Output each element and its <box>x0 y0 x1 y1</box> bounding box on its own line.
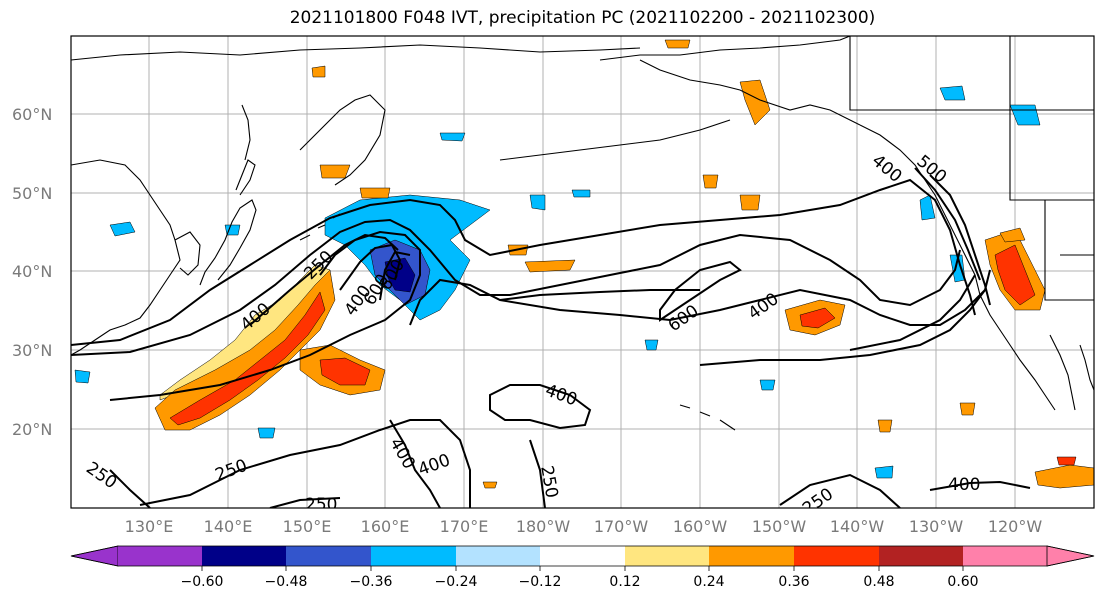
colorbar-tick-label: −0.24 <box>435 574 478 590</box>
colorbar-tick-label: −0.48 <box>265 574 308 590</box>
colorbar-segment <box>1046 545 1095 567</box>
colorbar-segment <box>456 546 540 566</box>
colorbar-segment <box>963 546 1047 566</box>
contour-label: 250 <box>305 495 337 515</box>
lon-label: 140°W <box>830 517 885 536</box>
lat-label: 40°N <box>12 262 52 281</box>
lon-label: 160°E <box>361 517 410 536</box>
colorbar-tick-label: −0.60 <box>181 574 224 590</box>
precipitation-negative <box>74 85 1041 479</box>
colorbar-segment <box>70 545 119 567</box>
colorbar-tick-label: 0.12 <box>609 574 640 590</box>
colorbar-tick-label: −0.12 <box>519 574 562 590</box>
latitude-labels: 60°N 50°N 40°N 30°N 20°N <box>12 105 52 439</box>
map-frame <box>70 35 1095 509</box>
colorbar-tick-label: −0.36 <box>350 574 393 590</box>
coastlines <box>71 36 1094 431</box>
colorbar-segment <box>879 546 963 566</box>
lon-label: 180°W <box>516 517 571 536</box>
lon-label: 170°E <box>440 517 489 536</box>
colorbar-segment <box>118 546 202 566</box>
colorbar: −0.60 −0.48 −0.36 −0.24 −0.12 0.12 0.24 … <box>70 545 1095 590</box>
map-title: 2021101800 F048 IVT, precipitation PC (2… <box>289 8 876 28</box>
lat-label: 60°N <box>12 105 52 124</box>
lat-label: 20°N <box>12 420 52 439</box>
lon-label: 130°E <box>125 517 174 536</box>
longitude-labels: 130°E 140°E 150°E 160°E 170°E 180°W 170°… <box>125 517 1043 536</box>
lon-label: 160°W <box>673 517 728 536</box>
lat-label: 30°N <box>12 341 52 360</box>
lon-label: 130°W <box>909 517 964 536</box>
lon-label: 150°E <box>283 517 332 536</box>
lon-label: 150°W <box>752 517 807 536</box>
colorbar-segment <box>540 546 625 566</box>
colorbar-segment <box>709 546 794 566</box>
ivt-contours <box>71 167 1031 508</box>
colorbar-tick-label: 0.60 <box>947 574 978 590</box>
lon-label: 170°W <box>594 517 649 536</box>
colorbar-segment <box>286 546 371 566</box>
colorbar-segment <box>202 546 286 566</box>
lat-label: 50°N <box>12 184 52 203</box>
contour-label: 400 <box>948 475 980 495</box>
colorbar-segment <box>794 546 879 566</box>
colorbar-segment <box>371 546 456 566</box>
colorbar-tick-label: 0.48 <box>863 574 894 590</box>
colorbar-tick-label: 0.24 <box>693 574 724 590</box>
colorbar-segment <box>625 546 709 566</box>
lon-label: 120°W <box>988 517 1043 536</box>
precipitation-positive <box>154 39 1094 489</box>
colorbar-tick-label: 0.36 <box>778 574 809 590</box>
lon-label: 140°E <box>204 517 253 536</box>
